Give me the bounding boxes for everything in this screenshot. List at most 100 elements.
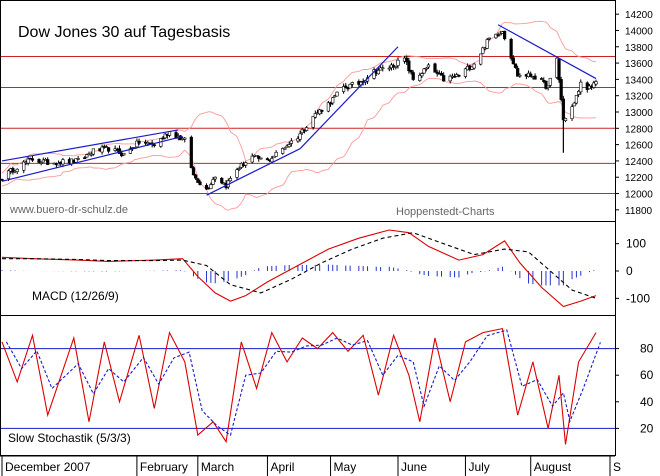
candle-body [485, 39, 489, 49]
candle-body [152, 144, 156, 147]
candle-body [244, 162, 248, 166]
candle-body [259, 157, 263, 160]
candle-body [439, 72, 444, 76]
price-tick-label: 13600 [625, 59, 653, 70]
candle-body [283, 147, 287, 150]
candle-body [422, 68, 426, 74]
candle-body [287, 144, 291, 148]
x-axis: December 2007 February March April May June Ju… [0, 455, 621, 476]
candle-body [135, 140, 139, 148]
stoch-tick-label: 60 [640, 368, 654, 382]
trendline [299, 46, 399, 150]
candle-body [344, 85, 348, 89]
candle-body [442, 75, 446, 82]
candle-body [420, 73, 424, 77]
candle-body [311, 116, 315, 128]
candle-body [496, 34, 500, 37]
candle-body [548, 77, 552, 86]
candle-body [570, 106, 574, 119]
candle-body [452, 76, 457, 78]
stoch-tick-label: 80 [640, 342, 654, 356]
candle-body [15, 168, 19, 172]
price-tick-label: 12400 [625, 157, 653, 168]
candle-body [481, 47, 485, 54]
candle-body [592, 82, 596, 88]
candle-body [61, 159, 65, 165]
candle-body [509, 39, 513, 59]
candle-body [104, 146, 109, 148]
candle-body [237, 168, 241, 170]
candle-body [298, 133, 302, 140]
candle-body [228, 178, 233, 182]
candle-body [265, 158, 270, 161]
stochastic-panel: 80 60 40 20 [1, 327, 654, 445]
candle-body [557, 59, 561, 81]
macd-panel: 100 0 -100 [1, 229, 650, 308]
candle-body [6, 170, 11, 179]
candle-body [387, 67, 391, 70]
candle-body [350, 82, 354, 85]
candle-body [41, 159, 45, 163]
candle-body [191, 167, 196, 176]
candle-body [544, 80, 548, 89]
candle-body [348, 83, 352, 89]
macd-line [1, 229, 597, 308]
candle-body [11, 168, 15, 173]
macd-tick-label: 0 [626, 264, 633, 278]
x-axis-label: S [613, 460, 621, 474]
price-tick-label: 14200 [625, 10, 653, 21]
candle-body [189, 136, 193, 169]
candle-body [46, 159, 50, 165]
candle-body [516, 68, 520, 77]
candle-body [463, 68, 468, 77]
trendline [1, 129, 179, 162]
price-tick-label: 13200 [625, 92, 653, 103]
candle-body [128, 148, 132, 154]
candle-body [511, 57, 515, 65]
candle-body [56, 163, 61, 166]
candle-body [435, 71, 439, 74]
candle-body [270, 158, 274, 163]
candle-body [540, 78, 544, 80]
candle-body [457, 75, 461, 77]
candle-body [305, 127, 309, 131]
candle-body [117, 148, 122, 154]
candle-body [572, 102, 576, 107]
candle-body [161, 137, 165, 140]
candle-body [479, 53, 483, 65]
candle-body [22, 161, 26, 171]
candle-body [533, 75, 537, 80]
candle-body [211, 179, 215, 185]
bollinger-lower-band [1, 77, 596, 211]
candle-body [394, 66, 398, 68]
macd-tick-label: -100 [626, 291, 650, 305]
candle-body [289, 140, 293, 144]
source-right: Hoppenstedt-Charts [396, 206, 495, 218]
candle-body [100, 146, 104, 153]
macd-label: MACD (12/26/9) [32, 289, 119, 303]
candle-body [574, 95, 579, 104]
price-tick-label: 14000 [625, 26, 653, 37]
candle-body [411, 72, 415, 80]
candle-body [281, 148, 285, 154]
candle-body [196, 178, 200, 183]
candle-body [39, 162, 43, 164]
candle-body [405, 57, 409, 63]
candle-body [579, 81, 583, 93]
candle-body [320, 109, 324, 112]
candle-body [250, 155, 254, 163]
x-axis-label: April [270, 460, 294, 474]
candle-body [487, 37, 491, 40]
chart-title: Dow Jones 30 auf Tagesbasis [18, 24, 230, 41]
candle-body [409, 69, 413, 73]
candle-body [313, 113, 317, 118]
candle-body [472, 63, 476, 69]
candle-body [204, 185, 209, 190]
candle-body [257, 156, 261, 159]
candle-body [378, 67, 383, 71]
candle-body [594, 81, 598, 85]
candle-body [107, 147, 111, 152]
candle-body [407, 60, 411, 72]
candle-body [335, 91, 339, 97]
price-tick-label: 11800 [625, 206, 653, 217]
